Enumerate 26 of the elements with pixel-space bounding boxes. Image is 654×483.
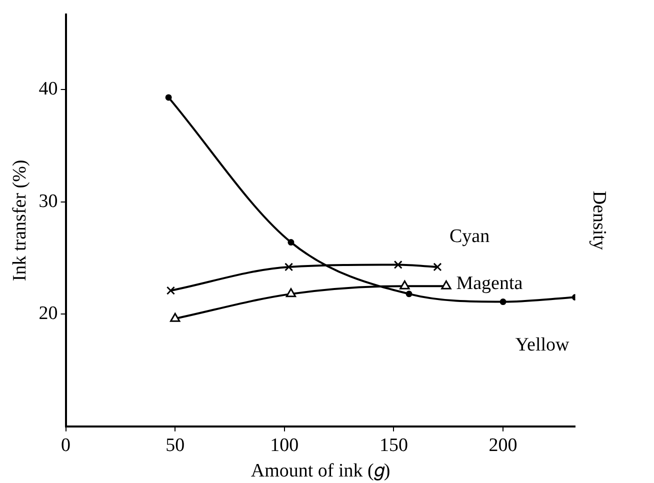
point: [400, 280, 410, 290]
point: [288, 239, 294, 246]
x-tick-label: 200: [488, 434, 518, 456]
point: [166, 286, 176, 295]
point: [500, 298, 506, 306]
y2-axis-title: Density: [588, 190, 610, 250]
y-tick-label: 20: [38, 303, 58, 324]
y-tick-label: 40: [38, 78, 58, 100]
y-axis-title: Ink transfer (%): [9, 160, 30, 282]
point: [433, 262, 442, 272]
series-label: Cyan: [449, 226, 490, 247]
x-tick-label: 0: [61, 434, 71, 456]
point: [394, 260, 402, 270]
point: [406, 290, 412, 298]
point: [284, 262, 294, 272]
x-tick-label: 150: [379, 434, 408, 456]
series-label: Magenta: [456, 273, 524, 294]
point: [165, 94, 172, 101]
point: [286, 288, 296, 298]
x-tick-label: 100: [270, 434, 299, 456]
x-tick-label: 50: [166, 434, 185, 456]
point: [170, 312, 180, 322]
series-label: Yellow: [515, 334, 570, 356]
point: [441, 280, 452, 290]
y-tick-label: 30: [38, 190, 58, 212]
x-axis-title: Amount of ink (𝑔): [250, 460, 390, 482]
